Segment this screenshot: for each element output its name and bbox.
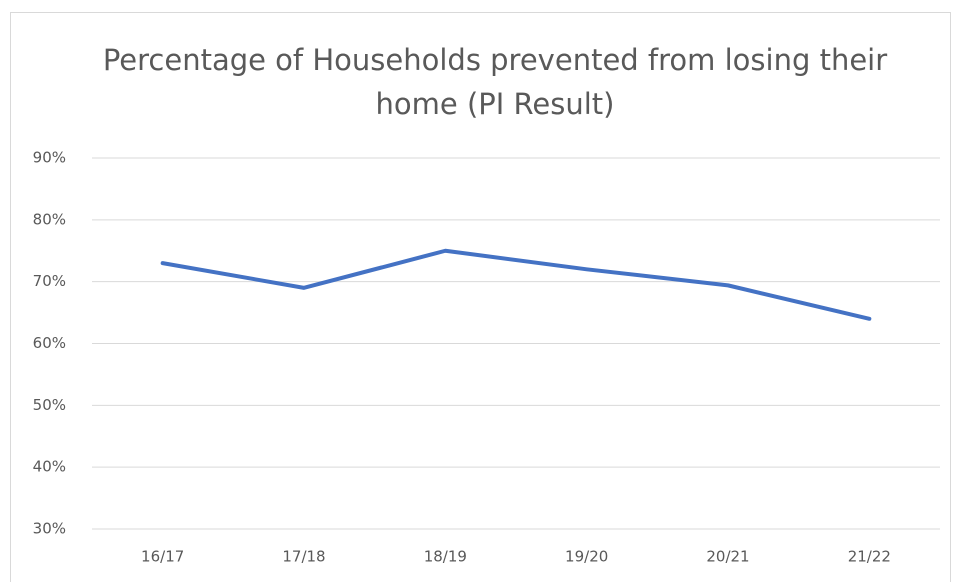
chart-title: Percentage of Households prevented from … <box>102 43 888 121</box>
y-tick-label: 50% <box>33 396 66 414</box>
y-tick-label: 70% <box>33 272 66 290</box>
y-tick-label: 40% <box>33 458 66 476</box>
y-tick-label: 60% <box>33 334 66 352</box>
x-tick-label: 18/19 <box>424 548 467 566</box>
y-tick-label: 30% <box>33 520 66 538</box>
y-tick-label: 90% <box>33 149 66 167</box>
x-tick-label: 17/18 <box>282 548 325 566</box>
x-tick-label: 19/20 <box>565 548 608 566</box>
x-tick-label: 20/21 <box>706 548 749 566</box>
x-tick-label: 21/22 <box>848 548 891 566</box>
line-series <box>160 248 872 321</box>
y-tick-label: 80% <box>33 210 66 228</box>
chart-border <box>10 12 951 582</box>
x-tick-label: 16/17 <box>141 548 184 566</box>
